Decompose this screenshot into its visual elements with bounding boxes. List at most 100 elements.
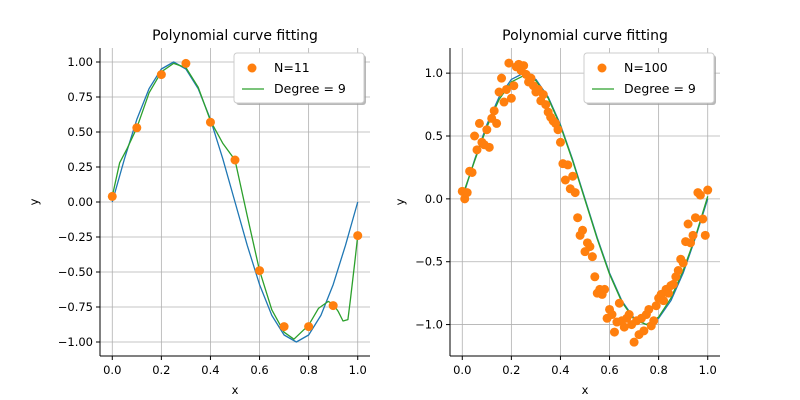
legend: N=100 Degree = 9 <box>583 52 716 105</box>
data-point <box>467 167 477 177</box>
data-point <box>695 190 705 200</box>
data-point <box>683 219 693 229</box>
legend-marker-points <box>247 63 257 73</box>
data-point <box>568 171 578 181</box>
x-tick-label: 1.0 <box>349 363 367 377</box>
legend-label-points: N=11 <box>274 60 310 75</box>
data-point <box>614 298 624 308</box>
data-point <box>107 191 117 201</box>
data-point <box>462 188 472 198</box>
data-point <box>659 296 669 306</box>
data-point <box>181 58 191 68</box>
data-point <box>570 188 580 198</box>
fit-curve-line <box>111 62 359 340</box>
x-tick-label: 0.2 <box>152 363 170 377</box>
legend-label-fit: Degree = 9 <box>624 81 696 96</box>
data-point <box>470 131 480 141</box>
data-point <box>619 322 629 332</box>
x-tick-label: 0.6 <box>600 363 618 377</box>
legend-box <box>583 52 715 104</box>
data-point <box>607 310 617 320</box>
y-tick-label: 0.25 <box>67 160 93 174</box>
data-point <box>526 73 536 83</box>
x-tick-label: 0.2 <box>502 363 520 377</box>
chart-right: 0.0 0.2 0.4 0.6 0.8 1.0 −1.0 −0.5 0.0 0.5 1.0 Poly… <box>393 28 720 397</box>
data-point <box>590 272 600 282</box>
data-point <box>698 214 708 224</box>
chart-title: Polynomial curve fitting <box>502 28 668 44</box>
data-point <box>132 123 142 133</box>
data-point <box>499 97 509 107</box>
x-tick-label: 0.0 <box>453 363 471 377</box>
y-tick-label: −1.00 <box>58 335 93 349</box>
data-point <box>686 238 696 248</box>
y-tick-label: −0.75 <box>58 300 93 314</box>
data-point <box>624 310 634 320</box>
data-point <box>538 90 548 100</box>
x-tick-label: 0.0 <box>103 363 121 377</box>
chart-left: 0.0 0.2 0.4 0.6 0.8 1.0 −1.00 −0.75 −0.50 −0.25 0.… <box>27 28 370 397</box>
data-point <box>668 279 678 289</box>
y-tick-label: 0.00 <box>67 195 93 209</box>
legend-marker-points <box>597 63 607 73</box>
x-tick-label: 0.4 <box>201 363 219 377</box>
y-tick-label: 0.50 <box>67 125 93 139</box>
data-point <box>489 106 499 116</box>
chart-title: Polynomial curve fitting <box>152 28 318 44</box>
data-point <box>494 87 504 97</box>
data-point <box>600 284 610 294</box>
data-points <box>457 58 713 347</box>
data-point <box>678 258 688 268</box>
legend-label-points: N=100 <box>624 60 668 75</box>
y-axis-label: y <box>393 198 407 205</box>
data-point <box>506 93 516 103</box>
legend: N=11 Degree = 9 <box>233 52 366 105</box>
y-tick-label: −0.50 <box>58 265 93 279</box>
y-tick-label: 0.5 <box>425 129 443 143</box>
data-point <box>519 61 529 71</box>
y-axis-label: y <box>27 198 41 205</box>
true-curve-line <box>111 61 359 343</box>
y-tick-label: −0.25 <box>58 230 93 244</box>
data-point <box>688 230 698 240</box>
y-tick-label: 1.0 <box>425 66 443 80</box>
data-point <box>255 266 265 276</box>
x-tick-label: 0.8 <box>299 363 317 377</box>
data-point <box>472 145 482 155</box>
data-point <box>573 213 583 223</box>
x-axis-label: x <box>232 383 239 397</box>
data-point <box>673 266 683 276</box>
y-tick-label: 0.75 <box>67 90 93 104</box>
data-point <box>555 137 565 147</box>
data-point <box>578 225 588 235</box>
data-point <box>509 81 519 91</box>
data-point <box>541 100 551 110</box>
data-point <box>553 125 563 135</box>
legend-label-fit: Degree = 9 <box>274 81 346 96</box>
x-tick-label: 0.8 <box>649 363 667 377</box>
data-point <box>609 327 619 337</box>
data-point <box>639 326 649 336</box>
data-point <box>474 118 484 128</box>
data-points <box>107 58 363 332</box>
data-point <box>663 288 673 298</box>
data-point <box>700 230 710 240</box>
data-point <box>328 301 338 311</box>
data-point <box>353 231 363 241</box>
legend-box <box>233 52 365 104</box>
data-point <box>482 125 492 135</box>
data-point <box>279 322 289 332</box>
x-tick-label: 0.6 <box>250 363 268 377</box>
data-point <box>587 252 597 262</box>
data-point <box>560 175 570 185</box>
x-axis-label: x <box>582 383 589 397</box>
x-tick-label: 0.4 <box>551 363 569 377</box>
y-tick-label: 1.00 <box>67 55 93 69</box>
data-point <box>651 301 661 311</box>
data-point <box>629 337 639 347</box>
data-point <box>644 304 654 314</box>
data-point <box>497 73 507 83</box>
data-point <box>230 155 240 165</box>
data-point <box>304 322 314 332</box>
